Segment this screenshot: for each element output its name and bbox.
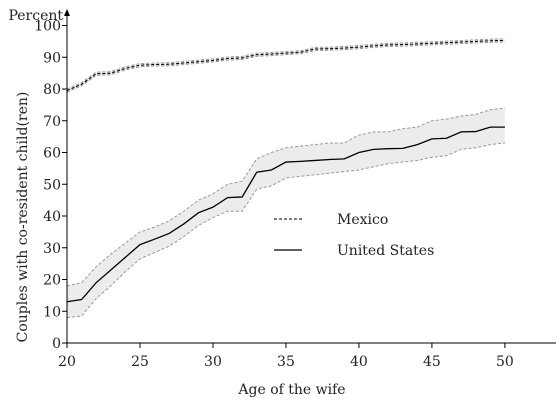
- confidence-bands: [66, 38, 505, 319]
- mexico-ci-lower-line: [66, 41, 505, 93]
- y-tick-label: 70: [43, 114, 61, 130]
- x-tick-label: 25: [131, 354, 149, 370]
- x-tick-label: 35: [277, 354, 295, 370]
- legend-label-united-states: United States: [337, 243, 434, 259]
- y-axis-arrow-icon: [64, 9, 70, 16]
- y-unit-label: Percent: [8, 8, 63, 24]
- y-tick-label: 60: [43, 146, 61, 162]
- y-axis-title: Couples with co-resident child(ren): [15, 92, 31, 343]
- legend: Mexico United States: [274, 212, 434, 259]
- united-states-ci-lower-line: [66, 142, 505, 319]
- united-states-series-line: [66, 126, 505, 303]
- x-tick-label: 45: [423, 354, 441, 370]
- y-tick-label: 40: [43, 209, 61, 225]
- x-tick-label: 20: [58, 354, 76, 370]
- series-lines: [66, 39, 505, 303]
- y-tick-label: 20: [43, 273, 61, 289]
- y-tick-label: 80: [43, 82, 61, 98]
- united-states-ci-upper-line: [66, 107, 505, 287]
- y-ticks: 0 10 20 30 40 50 60 70 80 90 100: [34, 19, 67, 352]
- x-tick-label: 50: [496, 354, 514, 370]
- mexico-ci-upper-line: [66, 38, 505, 90]
- y-tick-label: 0: [52, 336, 61, 352]
- y-tick-label: 100: [34, 19, 61, 35]
- y-tick-label: 90: [43, 50, 61, 66]
- mexico-series-line: [66, 39, 505, 92]
- legend-label-mexico: Mexico: [337, 212, 388, 228]
- x-tick-label: 30: [204, 354, 222, 370]
- y-tick-label: 50: [43, 177, 61, 193]
- x-tick-label: 40: [350, 354, 368, 370]
- united-states-confidence-band: [67, 108, 505, 318]
- axes: Percent: [8, 8, 556, 344]
- y-tick-label: 30: [43, 241, 61, 257]
- y-tick-label: 10: [43, 304, 61, 320]
- x-ticks: 20 25 30 35 40 45 50: [58, 343, 514, 370]
- mexico-confidence-band: [67, 38, 505, 93]
- x-axis-title: Age of the wife: [237, 382, 345, 398]
